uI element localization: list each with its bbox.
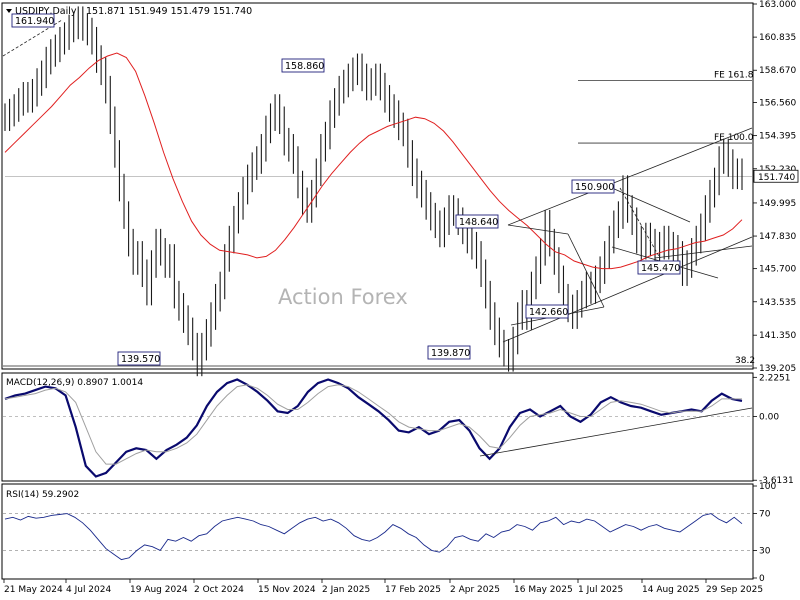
price-annotation-box <box>117 351 161 366</box>
price-axis-label: 145.700 <box>759 265 796 275</box>
rsi-axis-label: 100 <box>759 482 776 492</box>
macd-trend-line <box>479 407 753 457</box>
price-axis-label: 156.560 <box>759 99 796 109</box>
price-axis-label: 149.995 <box>759 199 796 209</box>
header-ohlc: 151.871 151.949 151.479 151.740 <box>86 6 252 17</box>
price-axis-label: 147.830 <box>759 232 796 242</box>
trend-line <box>502 236 753 343</box>
dropdown-triangle-icon[interactable] <box>6 9 12 13</box>
rsi-axis-label: 70 <box>759 510 771 520</box>
macd-signal-line <box>4 384 742 465</box>
x-axis-label: 29 Sep 2025 <box>706 585 763 595</box>
price-annotation-label: 139.570 <box>121 354 160 365</box>
price-axis-label: 154.395 <box>759 132 796 142</box>
x-axis-label: 19 Aug 2024 <box>130 585 188 595</box>
price-annotation-box <box>637 260 681 275</box>
price-axis-label: 160.835 <box>759 33 796 43</box>
rsi-title: RSI(14) 59.2902 <box>6 490 79 500</box>
macd-line <box>4 378 743 478</box>
rsi-axis-label: 0 <box>759 574 765 584</box>
x-axis-label: 17 Feb 2025 <box>385 585 441 595</box>
current-price-value: 151.740 <box>758 173 795 183</box>
macd-title: MACD(12,26,9) 0.8907 1.0014 <box>6 378 143 388</box>
x-axis-label: 1 Jul 2025 <box>578 585 623 595</box>
price-annotation-box <box>455 214 499 229</box>
x-axis-label: 2 Apr 2025 <box>450 585 500 595</box>
price-annotation-label: 148.640 <box>459 217 498 228</box>
price-axis-label: 139.205 <box>759 364 796 374</box>
current-price-tag <box>753 169 799 183</box>
x-axis-label: 2 Oct 2024 <box>194 585 244 595</box>
trend-line <box>507 224 569 235</box>
price-layer: FE 161.8 FE 100.0 161.940 158.860 148.640 150… <box>2 6 755 377</box>
price-axis-label: 152.230 <box>759 165 796 175</box>
x-axis-label: 2 Jan 2025 <box>322 585 370 595</box>
price-annotation-label: 142.660 <box>529 307 568 318</box>
price-axis-label: 163.000 <box>759 0 796 10</box>
x-axis-label: 14 Aug 2025 <box>642 585 700 595</box>
rsi-axis-label: 30 <box>759 546 771 556</box>
trend-line <box>507 127 753 226</box>
price-panel-frame <box>1 2 754 370</box>
moving-average-line <box>4 52 743 270</box>
watermark: Action Forex <box>278 285 408 309</box>
fib-level-label: FE 161.8 <box>714 71 754 81</box>
x-axis-label: 16 May 2025 <box>514 585 573 595</box>
x-axis-label: 4 Jul 2024 <box>66 585 111 595</box>
price-axis-label: 143.535 <box>759 298 796 308</box>
price-annotation-box <box>281 58 325 73</box>
axis-layer: 163.000 160.835 158.670 156.560 154.395 152.2… <box>3 0 799 595</box>
price-annotation-label: 139.870 <box>431 348 470 359</box>
macd-axis-label: -3.6131 <box>759 476 794 486</box>
price-axis-label: 141.350 <box>759 331 796 341</box>
price-annotation-box <box>11 13 55 28</box>
trend-line <box>654 245 753 259</box>
rsi-layer: 100 70 30 0 <box>3 482 776 584</box>
rsi-panel-frame <box>1 483 754 580</box>
macd-axis-label: 2.2251 <box>759 373 791 383</box>
fib-retracement-label: 38.2 <box>735 356 755 366</box>
price-annotation-box <box>525 304 569 319</box>
rsi-line <box>4 513 743 561</box>
x-axis-label: 15 Nov 2024 <box>258 585 316 595</box>
macd-layer: 2.2251 0.00 -3.6131 <box>3 373 794 486</box>
header-symbol: USDJPY,Daily <box>15 6 77 17</box>
trend-line <box>611 187 691 223</box>
macd-panel-frame <box>1 372 754 482</box>
price-annotation-label: 161.940 <box>15 16 54 27</box>
price-annotation-label: 150.900 <box>575 182 614 193</box>
trend-line <box>567 233 605 308</box>
price-annotation-label: 145.470 <box>641 263 680 274</box>
fib-level-label: FE 100.0 <box>714 133 754 143</box>
price-annotation-box <box>571 179 615 194</box>
price-axis-label: 158.670 <box>759 66 796 76</box>
price-annotation-box <box>427 345 471 360</box>
price-annotation-label: 158.860 <box>285 61 324 72</box>
macd-axis-label: 0.00 <box>759 413 779 423</box>
x-axis-label: 21 May 2024 <box>4 585 63 595</box>
trend-line <box>619 187 661 259</box>
